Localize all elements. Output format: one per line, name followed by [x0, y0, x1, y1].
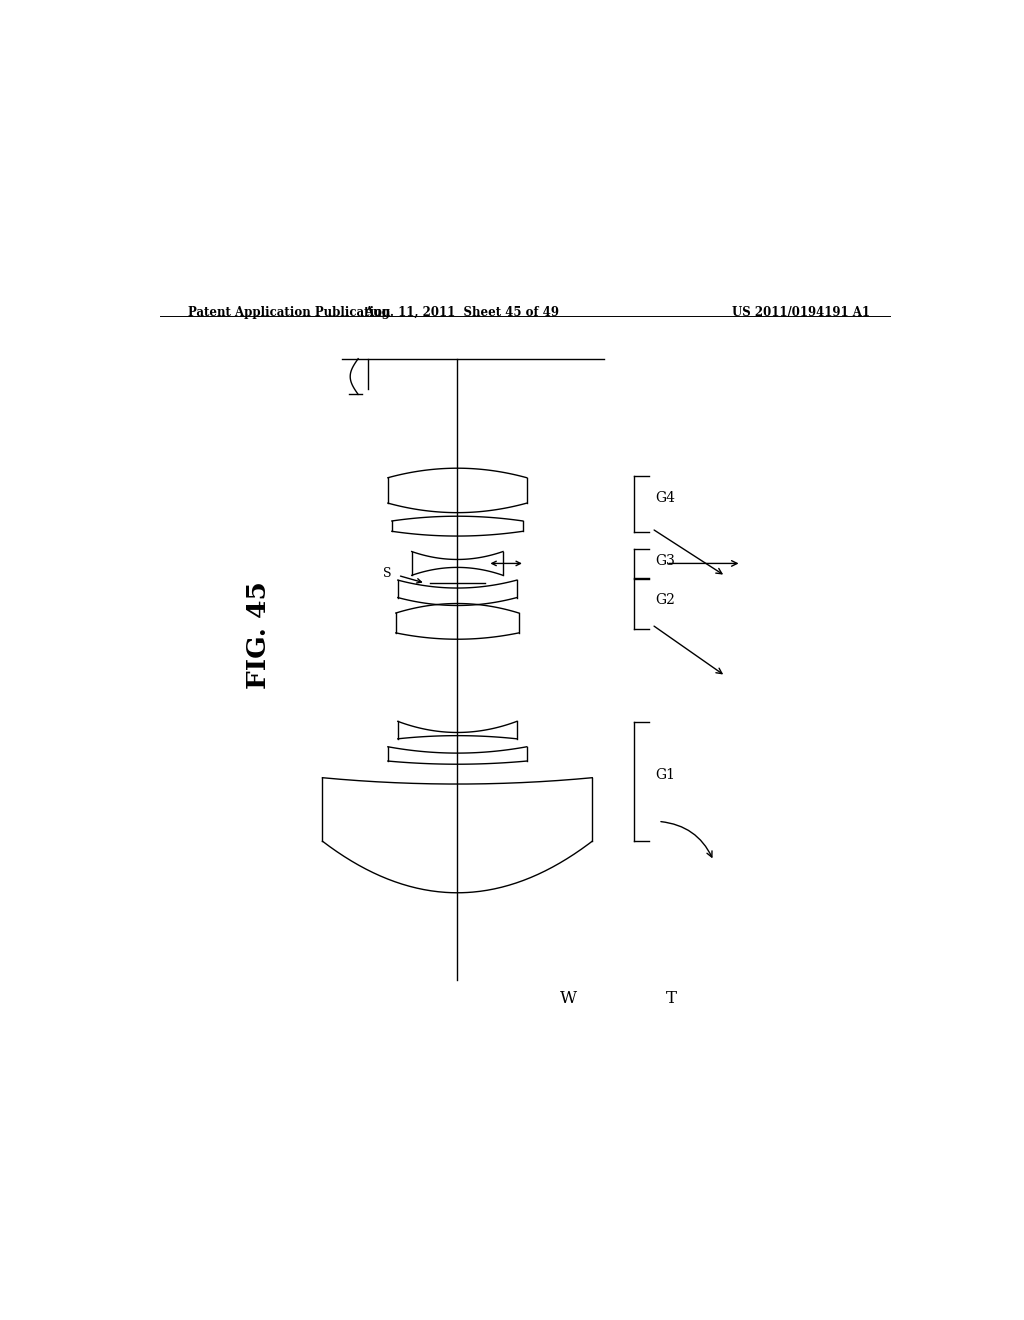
Text: W: W [560, 990, 577, 1007]
Text: G3: G3 [655, 554, 675, 568]
Text: Patent Application Publication: Patent Application Publication [187, 305, 390, 318]
Text: G2: G2 [655, 593, 675, 607]
Text: FIG. 45: FIG. 45 [247, 581, 271, 689]
Text: G1: G1 [655, 768, 675, 783]
Text: Aug. 11, 2011  Sheet 45 of 49: Aug. 11, 2011 Sheet 45 of 49 [364, 305, 559, 318]
Text: US 2011/0194191 A1: US 2011/0194191 A1 [732, 305, 870, 318]
Text: G4: G4 [655, 491, 675, 506]
Text: T: T [667, 990, 677, 1007]
Text: S: S [383, 568, 391, 581]
